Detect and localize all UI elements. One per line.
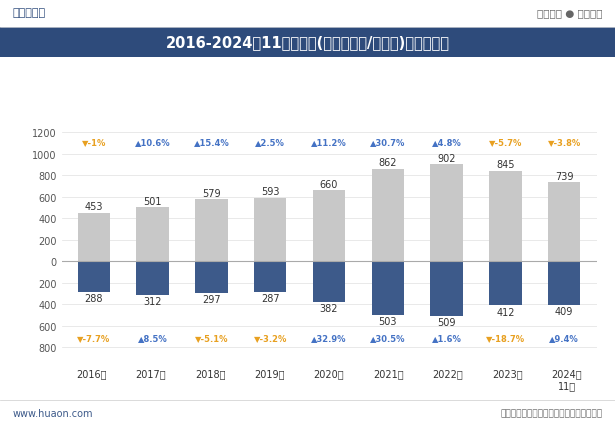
- Text: 862: 862: [379, 158, 397, 168]
- Text: ▲30.7%: ▲30.7%: [370, 138, 405, 147]
- Text: 845: 845: [496, 160, 515, 170]
- Bar: [77, 213, 110, 262]
- Text: 593: 593: [261, 187, 279, 197]
- Text: www.huaon.com: www.huaon.com: [12, 408, 93, 418]
- Text: 501: 501: [143, 197, 162, 207]
- Text: 专业严谨 ● 客观科学: 专业严谨 ● 客观科学: [537, 8, 603, 18]
- Text: 华经情报网: 华经情报网: [12, 8, 46, 18]
- Bar: [548, 262, 581, 305]
- Text: ▼-7.7%: ▼-7.7%: [77, 334, 111, 343]
- Text: 660: 660: [320, 180, 338, 190]
- Text: ▼-3.2%: ▼-3.2%: [253, 334, 287, 343]
- Text: 2017年: 2017年: [135, 368, 166, 378]
- Text: 382: 382: [320, 304, 338, 314]
- Text: ▲8.5%: ▲8.5%: [138, 334, 167, 343]
- Text: ▲10.6%: ▲10.6%: [135, 138, 170, 147]
- Text: 902: 902: [437, 154, 456, 164]
- Bar: [313, 262, 345, 302]
- Text: ▲9.4%: ▲9.4%: [549, 334, 579, 343]
- Text: 739: 739: [555, 171, 573, 181]
- Text: ▼-5.1%: ▼-5.1%: [195, 334, 228, 343]
- Text: 2016-2024年11月河南省(境内目的地/货源地)进、出口额: 2016-2024年11月河南省(境内目的地/货源地)进、出口额: [165, 35, 450, 50]
- Bar: [77, 262, 110, 292]
- Text: 2024年
11月: 2024年 11月: [552, 368, 582, 390]
- Bar: [254, 262, 287, 292]
- Text: 2023年: 2023年: [492, 368, 523, 378]
- Bar: [430, 262, 462, 316]
- Text: ▲15.4%: ▲15.4%: [194, 138, 229, 147]
- Text: 579: 579: [202, 188, 221, 199]
- Text: 503: 503: [379, 317, 397, 327]
- Text: ▼-18.7%: ▼-18.7%: [486, 334, 525, 343]
- Text: 509: 509: [437, 317, 456, 327]
- Bar: [137, 208, 169, 262]
- Text: 2018年: 2018年: [195, 368, 225, 378]
- Text: 297: 297: [202, 295, 221, 305]
- Bar: [196, 262, 228, 294]
- Text: 数据来源：中国海关、华经产业研究院整理: 数据来源：中国海关、华经产业研究院整理: [501, 409, 603, 418]
- Text: ▲32.9%: ▲32.9%: [311, 334, 347, 343]
- Text: ▼-5.7%: ▼-5.7%: [489, 138, 522, 147]
- Text: 412: 412: [496, 307, 515, 317]
- Text: ▲11.2%: ▲11.2%: [311, 138, 347, 147]
- Bar: [137, 262, 169, 295]
- Text: ▲30.5%: ▲30.5%: [370, 334, 405, 343]
- Bar: [371, 169, 404, 262]
- Text: 288: 288: [85, 294, 103, 304]
- Bar: [313, 191, 345, 262]
- Text: ▼-1%: ▼-1%: [82, 138, 106, 147]
- Text: 2021年: 2021年: [373, 368, 404, 378]
- Legend: 出口额(亿美元), 进口额(亿美元), 同比增长(%) ▼: 出口额(亿美元), 进口额(亿美元), 同比增长(%) ▼: [56, 40, 285, 58]
- Bar: [548, 182, 581, 262]
- Text: 2020年: 2020年: [314, 368, 344, 378]
- Text: 2019年: 2019年: [255, 368, 285, 378]
- Text: 453: 453: [85, 202, 103, 212]
- Bar: [430, 165, 462, 262]
- Text: 2022年: 2022年: [432, 368, 463, 378]
- Text: 2016年: 2016年: [76, 368, 106, 378]
- Bar: [254, 198, 287, 262]
- Text: 287: 287: [261, 294, 280, 304]
- Text: 409: 409: [555, 307, 573, 317]
- Bar: [196, 200, 228, 262]
- Bar: [490, 171, 522, 262]
- Text: ▲1.6%: ▲1.6%: [432, 334, 461, 343]
- Bar: [490, 262, 522, 306]
- Text: ▼-3.8%: ▼-3.8%: [547, 138, 581, 147]
- Text: 312: 312: [143, 296, 162, 306]
- Text: ▲2.5%: ▲2.5%: [255, 138, 285, 147]
- Text: ▲4.8%: ▲4.8%: [432, 138, 461, 147]
- Bar: [371, 262, 404, 315]
